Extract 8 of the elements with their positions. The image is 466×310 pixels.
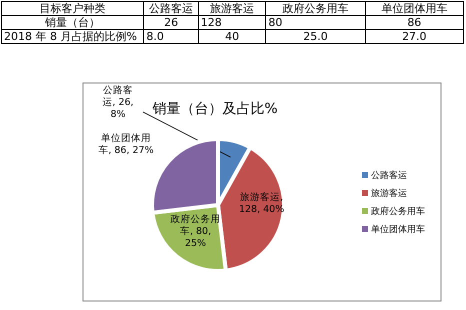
legend-label: 单位团体用车 bbox=[371, 224, 425, 235]
text: 销量（台）及占比% bbox=[151, 101, 278, 117]
legend-label: 旅游客运 bbox=[371, 188, 407, 199]
data-label: 公路客运, 26, 8% bbox=[101, 85, 135, 121]
legend-label: 政府公务用车 bbox=[371, 206, 425, 217]
data-label: 单位团体用车, 86, 27% bbox=[97, 133, 155, 157]
data-table: 目标客户种类 公路客运 旅游客运 政府公务用车 单位团体用车 销量（台） 26 128 80 86 2018 年 8 月占据的比例% 8.0 40 25.0 27.0 bbox=[1, 1, 464, 44]
legend-label: 公路客运 bbox=[371, 170, 407, 181]
